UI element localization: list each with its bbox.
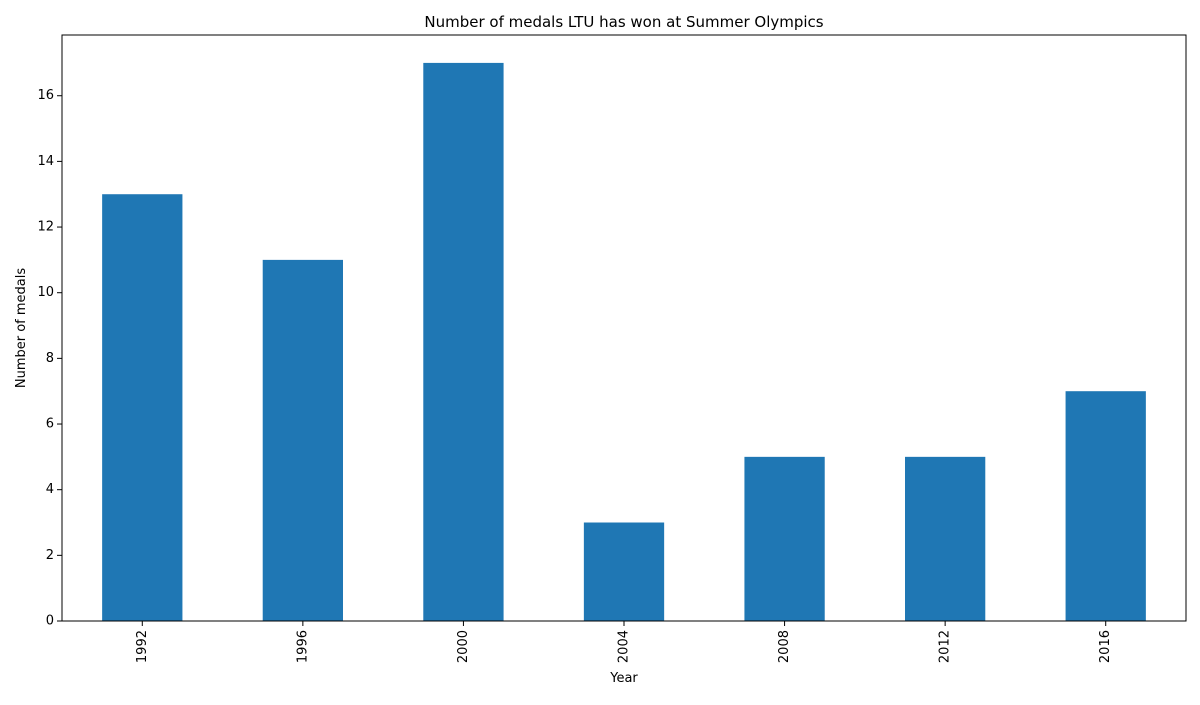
x-tick-label: 2008	[777, 630, 792, 663]
bar-2012	[905, 456, 986, 621]
x-axis-label: Year	[609, 671, 638, 686]
y-tick-label: 8	[46, 351, 54, 366]
y-tick-label: 10	[37, 285, 54, 300]
y-tick-label: 2	[46, 548, 54, 563]
x-tick-label: 2012	[938, 630, 953, 663]
bar-2008	[744, 456, 825, 621]
y-axis-label: Number of medals	[14, 268, 29, 389]
y-tick-label: 4	[46, 482, 54, 497]
y-tick-label: 12	[37, 220, 54, 235]
x-tick-label: 2000	[456, 630, 471, 663]
y-tick-label: 14	[37, 154, 54, 169]
x-axis: 1992 1996 2000 2004 2008 2012 2016	[135, 621, 1113, 663]
y-axis: 0 2 4 6 8 10 12 14 16	[37, 88, 62, 629]
y-tick-label: 16	[37, 88, 54, 103]
y-tick-label: 0	[46, 614, 54, 629]
plot-frame	[61, 34, 1187, 622]
x-tick-label: 1996	[295, 630, 310, 663]
x-tick-label: 2016	[1098, 630, 1113, 663]
bar-2016	[1065, 391, 1146, 621]
x-tick-label: 1992	[135, 630, 150, 663]
bars	[102, 62, 1146, 621]
bar-2000	[423, 62, 504, 621]
chart-title: Number of medals LTU has won at Summer O…	[424, 13, 823, 31]
y-tick-label: 6	[46, 417, 54, 432]
bar-1996	[262, 259, 343, 621]
bar-2004	[583, 522, 665, 621]
bar-1992	[102, 194, 183, 621]
x-tick-label: 2004	[617, 630, 632, 663]
